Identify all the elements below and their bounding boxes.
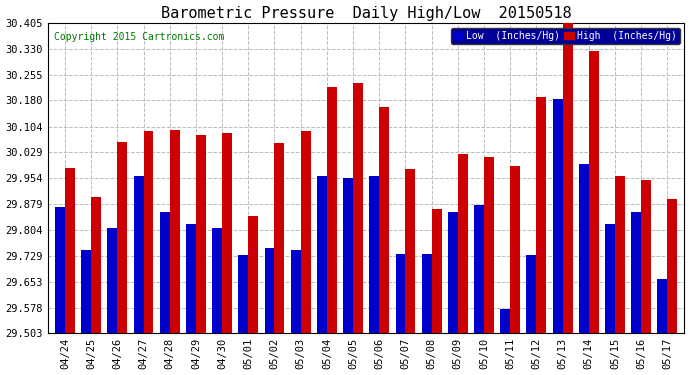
Bar — [55, 207, 65, 333]
Bar — [301, 132, 310, 333]
Bar — [526, 255, 536, 333]
Bar — [448, 212, 458, 333]
Bar — [222, 133, 232, 333]
Bar — [605, 224, 615, 333]
Bar — [238, 255, 248, 333]
Bar — [264, 248, 275, 333]
Bar — [108, 228, 117, 333]
Bar — [117, 142, 127, 333]
Bar — [658, 279, 667, 333]
Bar — [275, 144, 284, 333]
Bar — [196, 135, 206, 333]
Bar — [81, 250, 91, 333]
Bar — [579, 164, 589, 333]
Bar — [474, 206, 484, 333]
Bar — [510, 166, 520, 333]
Legend: Low  (Inches/Hg), High  (Inches/Hg): Low (Inches/Hg), High (Inches/Hg) — [451, 28, 680, 44]
Bar — [290, 250, 301, 333]
Bar — [631, 212, 641, 333]
Text: Copyright 2015 Cartronics.com: Copyright 2015 Cartronics.com — [55, 32, 225, 42]
Bar — [641, 180, 651, 333]
Bar — [343, 178, 353, 333]
Bar — [667, 198, 678, 333]
Bar — [170, 130, 179, 333]
Bar — [380, 107, 389, 333]
Bar — [327, 87, 337, 333]
Bar — [484, 157, 494, 333]
Bar — [562, 23, 573, 333]
Bar — [212, 228, 222, 333]
Bar — [369, 176, 380, 333]
Bar — [553, 99, 562, 333]
Bar — [422, 254, 432, 333]
Bar — [615, 176, 625, 333]
Title: Barometric Pressure  Daily High/Low  20150518: Barometric Pressure Daily High/Low 20150… — [161, 6, 571, 21]
Bar — [353, 83, 363, 333]
Bar — [144, 132, 153, 333]
Bar — [406, 169, 415, 333]
Bar — [395, 254, 406, 333]
Bar — [91, 197, 101, 333]
Bar — [500, 309, 510, 333]
Bar — [317, 176, 327, 333]
Bar — [248, 216, 258, 333]
Bar — [134, 176, 144, 333]
Bar — [160, 212, 170, 333]
Bar — [536, 97, 546, 333]
Bar — [458, 154, 468, 333]
Bar — [186, 224, 196, 333]
Bar — [65, 168, 75, 333]
Bar — [432, 209, 442, 333]
Bar — [589, 51, 599, 333]
